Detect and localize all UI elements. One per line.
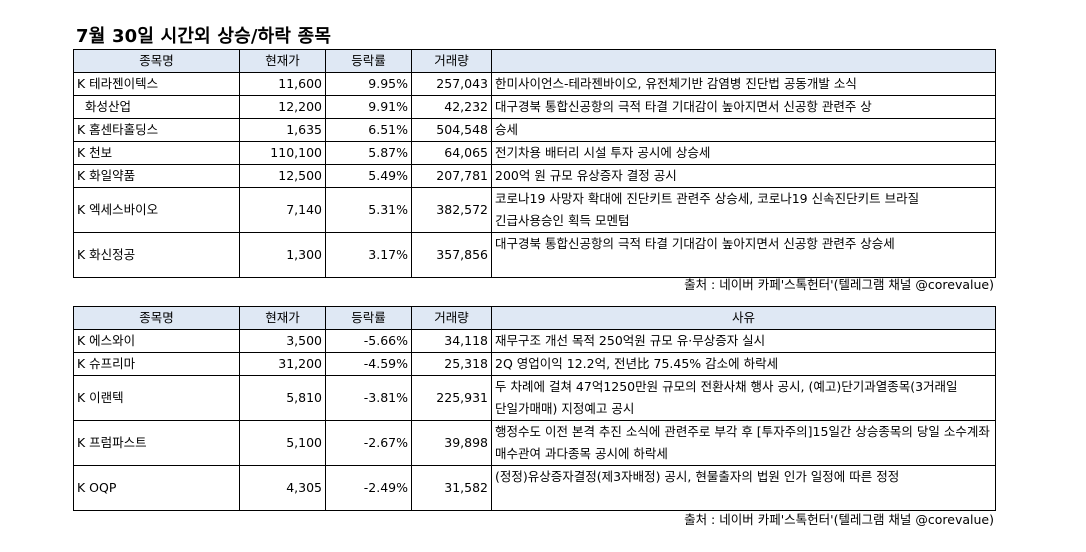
col-header-reason	[491, 49, 996, 73]
stock-change: 9.91%	[325, 95, 412, 119]
stock-change: 5.87%	[325, 141, 412, 165]
stock-name: K 테라젠이텍스	[73, 72, 240, 96]
stock-change: 5.31%	[325, 187, 412, 233]
stock-reason: 대구경북 통합신공항의 극적 타결 기대감이 높아지면서 신공항 관련주 상승세	[491, 232, 996, 278]
stock-volume: 31,582	[411, 465, 492, 511]
col-header-price: 현재가	[239, 49, 326, 73]
stock-price: 12,200	[239, 95, 326, 119]
stock-volume: 207,781	[411, 164, 492, 188]
table-row: K 에스와이 3,500 -5.66% 34,118 재무구조 개선 목적 25…	[73, 329, 996, 353]
stock-change: -3.81%	[325, 375, 412, 421]
stock-reason: 200억 원 규모 유상증자 결정 공시	[491, 164, 996, 188]
stock-reason: 행정수도 이전 본격 추진 소식에 관련주로 부각 후 [투자주의]15일간 상…	[491, 420, 996, 466]
stock-reason: 2Q 영업이익 12.2억, 전년比 75.45% 감소에 하락세	[491, 352, 996, 376]
stock-change: -2.49%	[325, 465, 412, 511]
stock-price: 11,600	[239, 72, 326, 96]
source-note: 출처 : 네이버 카페'스톡헌터'(텔레그램 채널 @corevalue)	[684, 512, 994, 527]
stock-price: 5,100	[239, 420, 326, 466]
page-title: 7월 30일 시간외 상승/하락 종목	[76, 26, 332, 47]
stock-change: -2.67%	[325, 420, 412, 466]
stock-volume: 257,043	[411, 72, 492, 96]
stock-volume: 34,118	[411, 329, 492, 353]
stock-volume: 504,548	[411, 118, 492, 142]
stock-volume: 39,898	[411, 420, 492, 466]
table-row: K 슈프리마 31,200 -4.59% 25,318 2Q 영업이익 12.2…	[73, 352, 996, 376]
table-row: K 엑세스바이오 7,140 5.31% 382,572 코로나19 사망자 확…	[73, 187, 996, 233]
stock-name: K 엑세스바이오	[73, 187, 240, 233]
stock-name: K 천보	[73, 141, 240, 165]
table-row: K 화신정공 1,300 3.17% 357,856 대구경북 통합신공항의 극…	[73, 232, 996, 278]
falling-stocks-table: 종목명 현재가 등락률 거래량 사유 K 에스와이 3,500 -5.66% 3…	[73, 306, 996, 511]
stock-reason: 두 차례에 걸쳐 47억1250만원 규모의 전환사채 행사 공시, (예고)단…	[491, 375, 996, 421]
table-row: K OQP 4,305 -2.49% 31,582 (정정)유상증자결정(제3자…	[73, 465, 996, 511]
stock-name: K 화신정공	[73, 232, 240, 278]
table-row: K 천보 110,100 5.87% 64,065 전기차용 배터리 시설 투자…	[73, 141, 996, 165]
stock-name: K 이랜텍	[73, 375, 240, 421]
stock-volume: 357,856	[411, 232, 492, 278]
table-row: K 화일약품 12,500 5.49% 207,781 200억 원 규모 유상…	[73, 164, 996, 188]
stock-change: 6.51%	[325, 118, 412, 142]
stock-reason: 재무구조 개선 목적 250억원 규모 유·무상증자 실시	[491, 329, 996, 353]
table-row: K 테라젠이텍스 11,600 9.95% 257,043 한미사이언스-테라젠…	[73, 72, 996, 96]
stock-change: 5.49%	[325, 164, 412, 188]
stock-reason: 승세	[491, 118, 996, 142]
stock-price: 1,635	[239, 118, 326, 142]
stock-volume: 25,318	[411, 352, 492, 376]
stock-reason: (정정)유상증자결정(제3자배정) 공시, 현물출자의 법원 인가 일정에 따른…	[491, 465, 996, 511]
table-row: 화성산업 12,200 9.91% 42,232 대구경북 통합신공항의 극적 …	[73, 95, 996, 119]
stock-price: 4,305	[239, 465, 326, 511]
col-header-change: 등락률	[325, 49, 412, 73]
stock-price: 5,810	[239, 375, 326, 421]
stock-change: 3.17%	[325, 232, 412, 278]
col-header-name: 종목명	[73, 306, 240, 330]
source-note: 출처 : 네이버 카페'스톡헌터'(텔레그램 채널 @corevalue)	[684, 277, 994, 292]
table-header-row: 종목명 현재가 등락률 거래량 사유	[73, 306, 996, 330]
stock-name: K 에스와이	[73, 329, 240, 353]
table-row: K 홈센타홀딩스 1,635 6.51% 504,548 승세	[73, 118, 996, 142]
col-header-reason: 사유	[491, 306, 996, 330]
stock-name: K 홈센타홀딩스	[73, 118, 240, 142]
stock-price: 7,140	[239, 187, 326, 233]
stock-price: 1,300	[239, 232, 326, 278]
stock-volume: 64,065	[411, 141, 492, 165]
stock-price: 3,500	[239, 329, 326, 353]
stock-reason: 한미사이언스-테라젠바이오, 유전체기반 감염병 진단법 공동개발 소식	[491, 72, 996, 96]
stock-name: K 화일약품	[73, 164, 240, 188]
stock-name: 화성산업	[73, 95, 240, 119]
stock-reason: 코로나19 사망자 확대에 진단키트 관련주 상승세, 코로나19 신속진단키트…	[491, 187, 996, 233]
col-header-name: 종목명	[73, 49, 240, 73]
col-header-volume: 거래량	[411, 306, 492, 330]
stock-change: 9.95%	[325, 72, 412, 96]
stock-change: -4.59%	[325, 352, 412, 376]
stock-price: 12,500	[239, 164, 326, 188]
col-header-change: 등락률	[325, 306, 412, 330]
stock-price: 31,200	[239, 352, 326, 376]
stock-name: K 슈프리마	[73, 352, 240, 376]
stock-reason: 전기차용 배터리 시설 투자 공시에 상승세	[491, 141, 996, 165]
stock-reason: 대구경북 통합신공항의 극적 타결 기대감이 높아지면서 신공항 관련주 상	[491, 95, 996, 119]
col-header-price: 현재가	[239, 306, 326, 330]
table-row: K 프럼파스트 5,100 -2.67% 39,898 행정수도 이전 본격 추…	[73, 420, 996, 466]
stock-volume: 382,572	[411, 187, 492, 233]
stock-volume: 42,232	[411, 95, 492, 119]
stock-volume: 225,931	[411, 375, 492, 421]
stock-name: K OQP	[73, 465, 240, 511]
table-row: K 이랜텍 5,810 -3.81% 225,931 두 차례에 걸쳐 47억1…	[73, 375, 996, 421]
stock-name: K 프럼파스트	[73, 420, 240, 466]
table-header-row: 종목명 현재가 등락률 거래량	[73, 49, 996, 73]
stock-price: 110,100	[239, 141, 326, 165]
stock-change: -5.66%	[325, 329, 412, 353]
col-header-volume: 거래량	[411, 49, 492, 73]
rising-stocks-table: 종목명 현재가 등락률 거래량 K 테라젠이텍스 11,600 9.95% 25…	[73, 49, 996, 278]
